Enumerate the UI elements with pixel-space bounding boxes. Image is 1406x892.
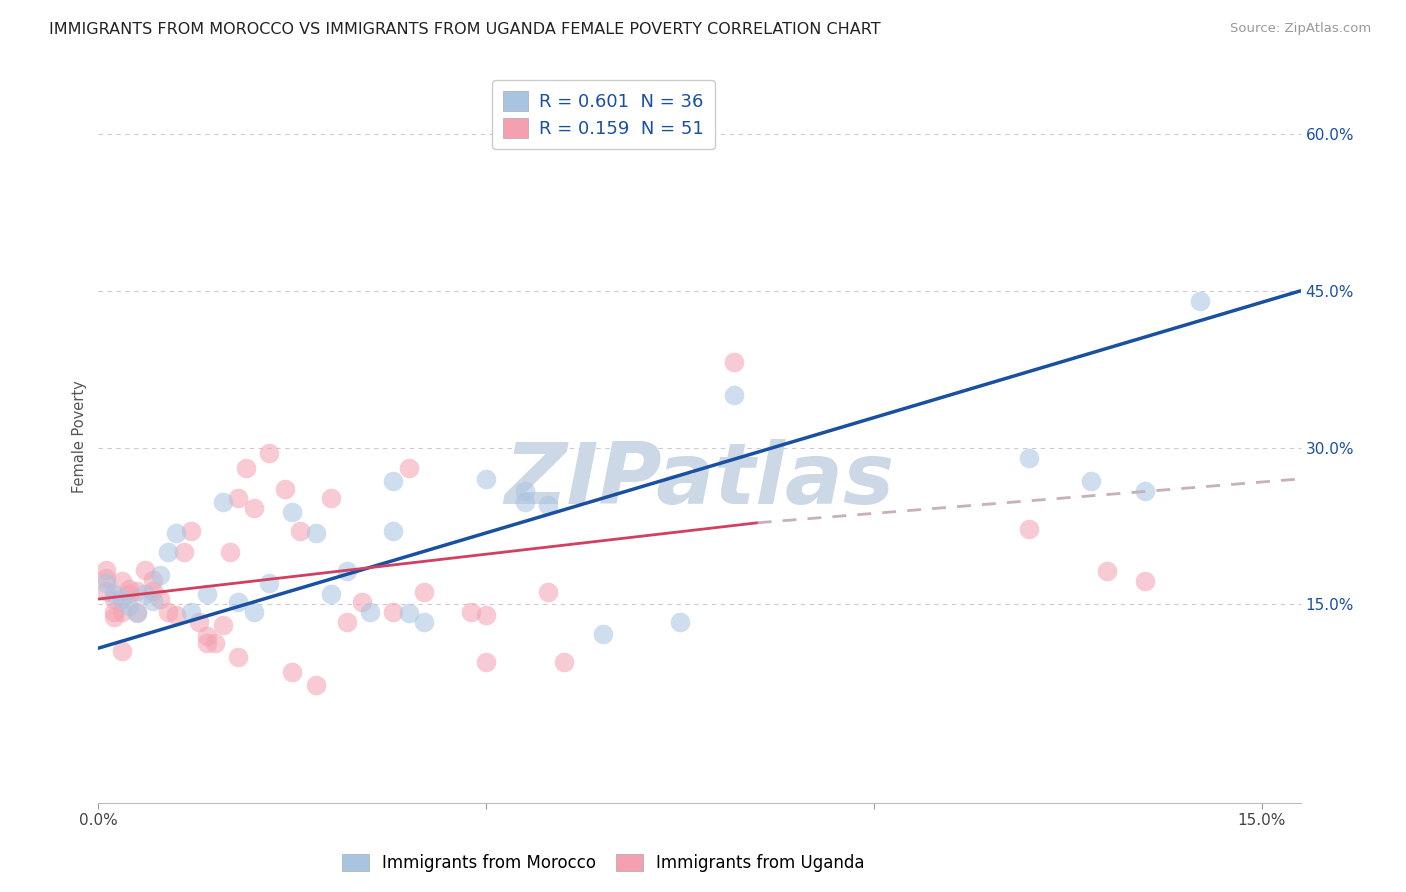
- Point: [103, 609, 125, 624]
- Point: [142, 573, 165, 587]
- Point: [226, 595, 249, 609]
- Point: [288, 524, 311, 538]
- Point: [173, 545, 195, 559]
- Point: [103, 587, 125, 601]
- Point: [157, 545, 180, 559]
- Point: [134, 563, 156, 577]
- Point: [382, 605, 405, 619]
- Point: [195, 636, 218, 650]
- Point: [111, 574, 134, 589]
- Point: [1018, 450, 1040, 465]
- Point: [118, 582, 141, 596]
- Point: [96, 563, 118, 577]
- Point: [304, 678, 326, 692]
- Point: [165, 607, 187, 622]
- Point: [242, 605, 264, 619]
- Point: [127, 606, 149, 620]
- Point: [382, 524, 405, 538]
- Point: [226, 649, 249, 664]
- Point: [195, 587, 218, 601]
- Point: [336, 564, 359, 578]
- Point: [460, 605, 482, 619]
- Point: [475, 655, 498, 669]
- Point: [382, 474, 405, 488]
- Point: [281, 665, 304, 680]
- Point: [319, 491, 342, 505]
- Text: IMMIGRANTS FROM MOROCCO VS IMMIGRANTS FROM UGANDA FEMALE POVERTY CORRELATION CHA: IMMIGRANTS FROM MOROCCO VS IMMIGRANTS FR…: [49, 22, 880, 37]
- Point: [111, 592, 134, 607]
- Point: [142, 583, 165, 598]
- Point: [149, 592, 172, 607]
- Point: [1095, 564, 1118, 578]
- Point: [592, 626, 614, 640]
- Y-axis label: Female Poverty: Female Poverty: [72, 381, 87, 493]
- Legend: Immigrants from Morocco, Immigrants from Uganda: Immigrants from Morocco, Immigrants from…: [336, 847, 872, 879]
- Point: [413, 584, 436, 599]
- Point: [211, 495, 233, 509]
- Point: [226, 491, 249, 505]
- Point: [134, 587, 156, 601]
- Point: [723, 355, 745, 369]
- Point: [475, 472, 498, 486]
- Point: [352, 595, 374, 609]
- Point: [180, 524, 202, 538]
- Point: [513, 495, 536, 509]
- Point: [257, 576, 280, 591]
- Point: [103, 592, 125, 607]
- Point: [195, 629, 218, 643]
- Point: [1135, 574, 1157, 589]
- Point: [413, 615, 436, 629]
- Point: [336, 615, 359, 629]
- Point: [219, 545, 242, 559]
- Point: [157, 605, 180, 619]
- Point: [204, 636, 226, 650]
- Point: [242, 501, 264, 516]
- Point: [118, 599, 141, 614]
- Point: [553, 655, 575, 669]
- Text: Source: ZipAtlas.com: Source: ZipAtlas.com: [1230, 22, 1371, 36]
- Point: [127, 583, 149, 598]
- Point: [723, 388, 745, 402]
- Point: [398, 606, 420, 620]
- Point: [1188, 294, 1211, 309]
- Point: [111, 605, 134, 619]
- Point: [96, 583, 118, 598]
- Point: [96, 576, 118, 591]
- Point: [142, 594, 165, 608]
- Point: [475, 607, 498, 622]
- Point: [281, 505, 304, 519]
- Point: [103, 605, 125, 619]
- Point: [398, 461, 420, 475]
- Point: [149, 568, 172, 582]
- Point: [127, 605, 149, 619]
- Point: [96, 571, 118, 585]
- Point: [273, 483, 295, 497]
- Point: [1080, 474, 1102, 488]
- Point: [537, 498, 560, 512]
- Point: [235, 461, 257, 475]
- Point: [1135, 484, 1157, 499]
- Point: [669, 615, 692, 629]
- Point: [188, 615, 211, 629]
- Point: [211, 618, 233, 632]
- Point: [1018, 522, 1040, 536]
- Point: [537, 584, 560, 599]
- Point: [257, 446, 280, 460]
- Point: [319, 587, 342, 601]
- Point: [165, 526, 187, 541]
- Point: [513, 484, 536, 499]
- Point: [180, 605, 202, 619]
- Point: [118, 587, 141, 601]
- Point: [111, 644, 134, 658]
- Point: [304, 526, 326, 541]
- Text: ZIPatlas: ZIPatlas: [505, 440, 894, 523]
- Point: [359, 605, 381, 619]
